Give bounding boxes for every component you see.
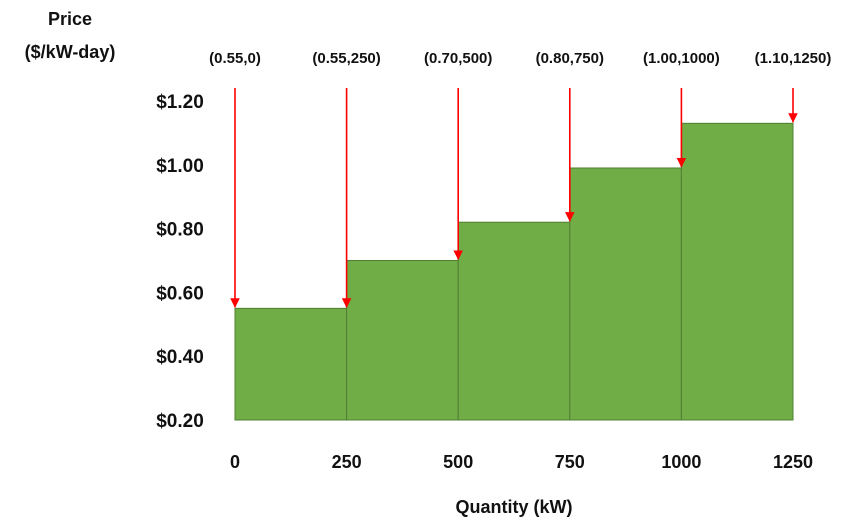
- point-label: (0.80,750): [536, 50, 604, 67]
- price-step-bar: [346, 260, 459, 421]
- bars-layer: [234, 122, 794, 421]
- price-step-bar: [234, 307, 348, 421]
- y-tick-label: $1.20: [156, 92, 204, 113]
- y-tick-label: $1.00: [156, 156, 204, 177]
- price-step-bar: [457, 221, 571, 421]
- x-tick-label: 1000: [661, 452, 701, 472]
- y-tick-label: $0.20: [156, 411, 204, 432]
- y-axis-title-line: ($/kW-day): [25, 42, 116, 62]
- y-axis-title: Price ($/kW-day): [25, 9, 116, 62]
- x-axis-title: Quantity (kW): [456, 497, 573, 517]
- price-step-bar: [569, 167, 682, 421]
- y-tick-label: $0.40: [156, 347, 204, 368]
- y-tick-label: $0.80: [156, 220, 204, 241]
- point-label: (0.70,500): [424, 50, 492, 67]
- x-tick-label: 250: [332, 452, 362, 472]
- point-label: (0.55,250): [312, 50, 380, 67]
- point-arrows: [230, 88, 798, 308]
- price-step-bar: [680, 122, 794, 421]
- y-axis-ticks: $1.20 $1.00 $0.80 $0.60 $0.40 $0.20: [156, 92, 204, 432]
- point-label: (1.10,1250): [755, 50, 832, 67]
- point-label: (0.55,0): [209, 50, 261, 67]
- x-axis-ticks: 0 250 500 750 1000 1250: [230, 452, 813, 472]
- x-tick-label: 1250: [773, 452, 813, 472]
- point-labels: (0.55,0) (0.55,250) (0.70,500) (0.80,750) (1…: [209, 50, 831, 67]
- x-tick-label: 0: [230, 452, 240, 472]
- point-label: (1.00,1000): [643, 50, 720, 67]
- y-tick-label: $0.60: [156, 283, 204, 304]
- y-axis-title-line: Price: [48, 9, 92, 29]
- x-tick-label: 750: [555, 452, 585, 472]
- x-tick-label: 500: [443, 452, 473, 472]
